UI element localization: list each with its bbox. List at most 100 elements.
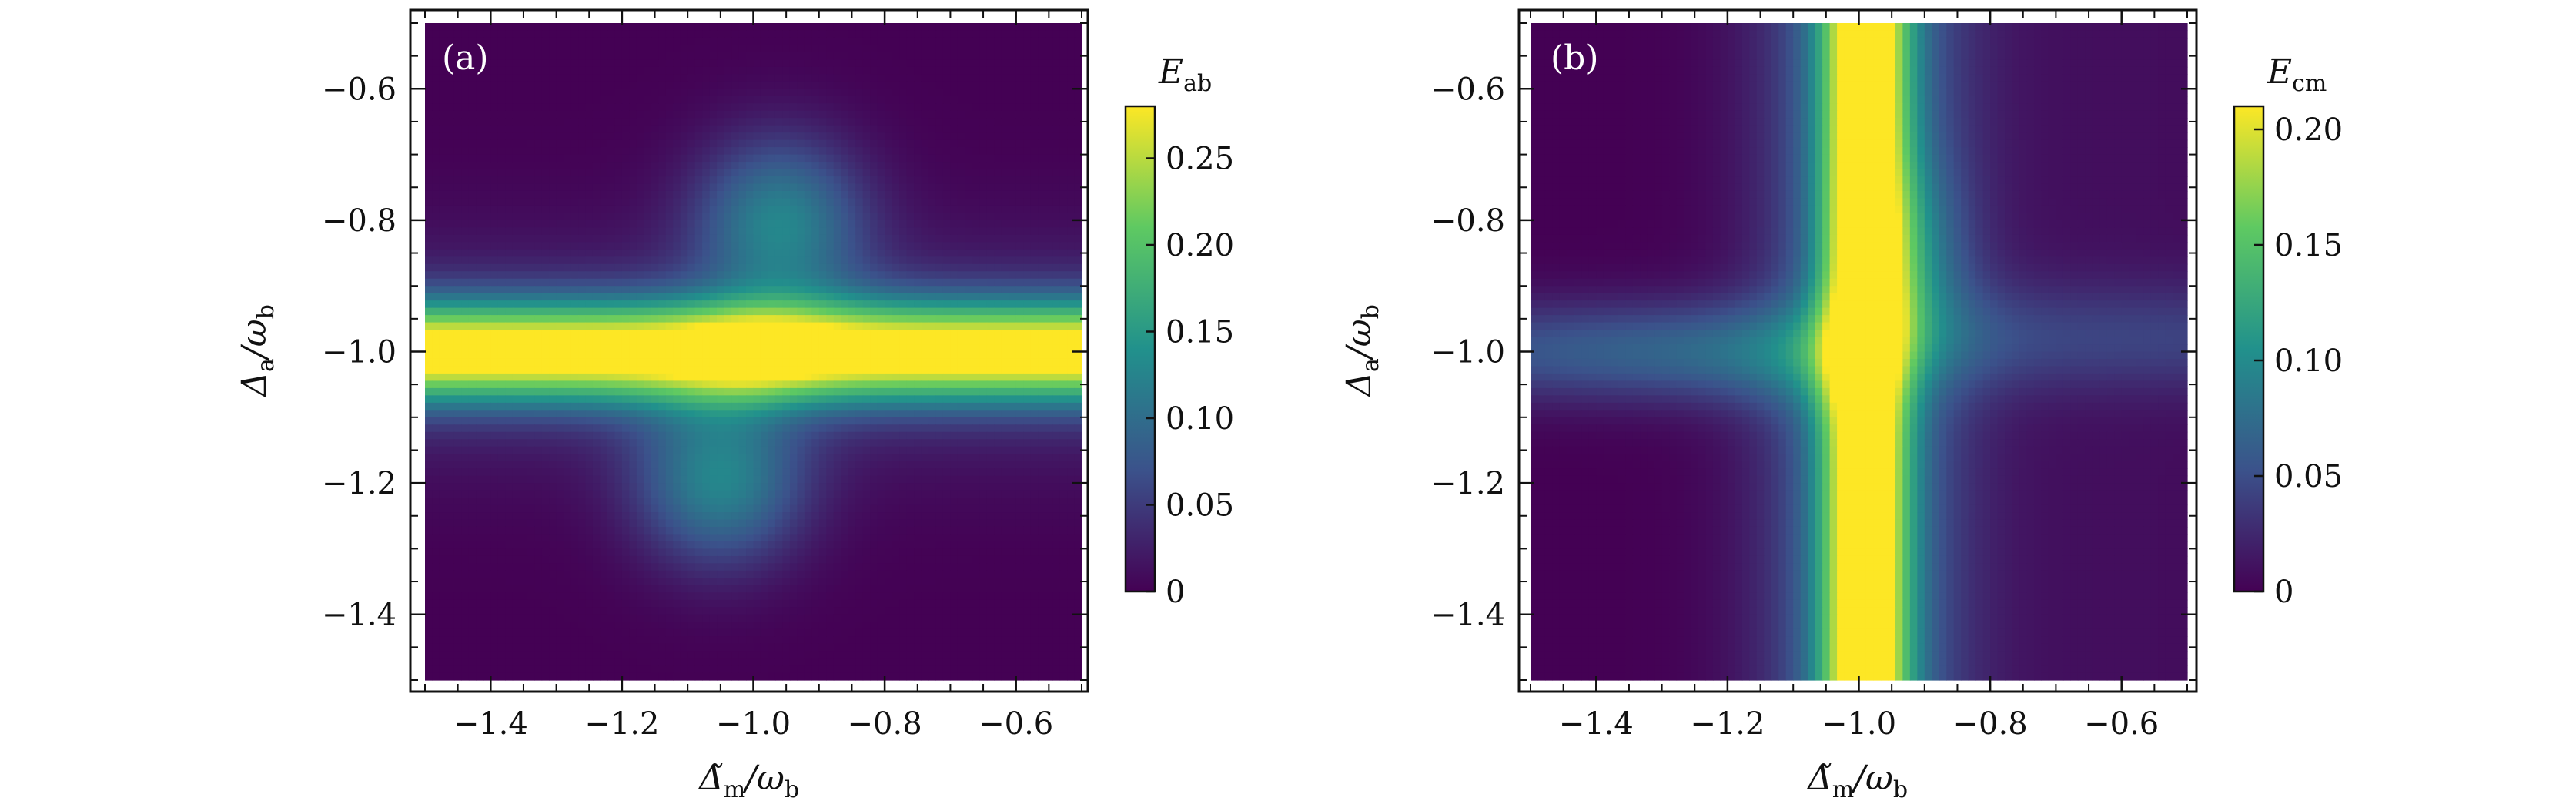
heatmap-cell (680, 198, 688, 206)
heatmap-cell (505, 322, 514, 330)
heatmap-cell (724, 198, 732, 206)
heatmap-cell (1038, 52, 1046, 60)
heatmap-cell (497, 183, 506, 192)
heatmap-cell (651, 132, 659, 141)
heatmap-cell (629, 96, 637, 104)
heatmap-cell (578, 380, 587, 389)
heatmap-cell (629, 234, 637, 243)
heatmap-cell (746, 37, 754, 46)
heatmap-cell (892, 380, 900, 389)
heatmap-cell (1023, 66, 1032, 75)
heatmap-cell (724, 337, 732, 345)
heatmap-cell (885, 118, 893, 126)
heatmap-cell (855, 293, 864, 301)
heatmap-cell (841, 300, 849, 309)
heatmap-cell (1038, 81, 1046, 89)
heatmap-cell (425, 344, 433, 353)
heatmap-cell (724, 23, 732, 32)
heatmap-cell (833, 395, 841, 404)
heatmap-cell (687, 234, 696, 243)
heatmap-cell (1045, 154, 1053, 163)
heatmap-cell (585, 227, 594, 236)
heatmap-cell (468, 315, 477, 323)
heatmap-cell (818, 263, 827, 272)
heatmap-cell (527, 89, 535, 97)
heatmap-cell (549, 242, 557, 250)
heatmap-cell (841, 52, 849, 60)
heatmap-cell (957, 344, 965, 353)
heatmap-cell (1001, 205, 1009, 214)
heatmap-cell (789, 213, 798, 221)
heatmap-cell (760, 74, 769, 82)
heatmap-cell (439, 286, 448, 294)
heatmap-cell (942, 256, 951, 265)
heatmap-cell (870, 227, 878, 236)
heatmap-cell (841, 118, 849, 126)
heatmap-cell (1067, 176, 1076, 185)
heatmap-cell (899, 249, 908, 257)
heatmap-cell (760, 81, 769, 89)
heatmap-cell (892, 52, 900, 60)
heatmap-cell (461, 59, 470, 68)
heatmap-cell (914, 402, 922, 411)
heatmap-cell (972, 154, 980, 163)
heatmap-cell (935, 125, 944, 133)
heatmap-cell (746, 205, 754, 214)
heatmap-cell (818, 23, 827, 32)
heatmap-cell (1059, 417, 1068, 425)
heatmap-cell (687, 380, 696, 389)
heatmap-cell (432, 358, 440, 367)
heatmap-cell (738, 154, 747, 163)
heatmap-cell (439, 103, 448, 112)
heatmap-cell (505, 373, 514, 382)
heatmap-cell (950, 227, 958, 236)
heatmap-cell (906, 45, 915, 53)
heatmap-cell (994, 337, 1002, 345)
heatmap-cell (965, 89, 973, 97)
heatmap-cell (694, 125, 703, 133)
heatmap-cell (994, 322, 1002, 330)
heatmap-cell (614, 213, 623, 221)
heatmap-cell (877, 89, 885, 97)
heatmap-cell (818, 96, 827, 104)
heatmap-cell (556, 351, 564, 360)
heatmap-cell (687, 249, 696, 257)
heatmap-cell (556, 190, 564, 199)
heatmap-cell (855, 271, 864, 280)
heatmap-cell (950, 103, 958, 112)
heatmap-cell (753, 344, 761, 353)
heatmap-cell (432, 169, 440, 177)
heatmap-cell (520, 249, 528, 257)
heatmap-cell (972, 96, 980, 104)
heatmap-cell (1001, 176, 1009, 185)
heatmap-cell (994, 307, 1002, 316)
heatmap-cell (564, 118, 572, 126)
heatmap-cell (658, 234, 667, 243)
heatmap-cell (885, 322, 893, 330)
heatmap-cell (717, 330, 725, 338)
heatmap-cell (935, 358, 944, 367)
heatmap-cell (942, 125, 951, 133)
heatmap-cell (1074, 380, 1082, 389)
heatmap-cell (1045, 271, 1053, 280)
heatmap-cell (892, 410, 900, 418)
heatmap-cell (694, 52, 703, 60)
heatmap-cell (549, 198, 557, 206)
heatmap-cell (512, 162, 520, 170)
heatmap-cell (760, 337, 769, 345)
heatmap-cell (665, 162, 674, 170)
heatmap-cell (709, 315, 718, 323)
heatmap-cell (774, 59, 784, 68)
heatmap-cell (658, 154, 667, 163)
heatmap-cell (592, 402, 601, 411)
heatmap-cell (1009, 358, 1017, 367)
heatmap-cell (453, 220, 462, 228)
heatmap-cell (447, 373, 455, 382)
heatmap-cell (439, 410, 448, 418)
heatmap-cell (636, 125, 644, 133)
heatmap-cell (592, 30, 601, 39)
heatmap-cell (1052, 220, 1061, 228)
heatmap-cell (848, 81, 856, 89)
heatmap-cell (512, 307, 520, 316)
heatmap-cell (972, 227, 980, 236)
